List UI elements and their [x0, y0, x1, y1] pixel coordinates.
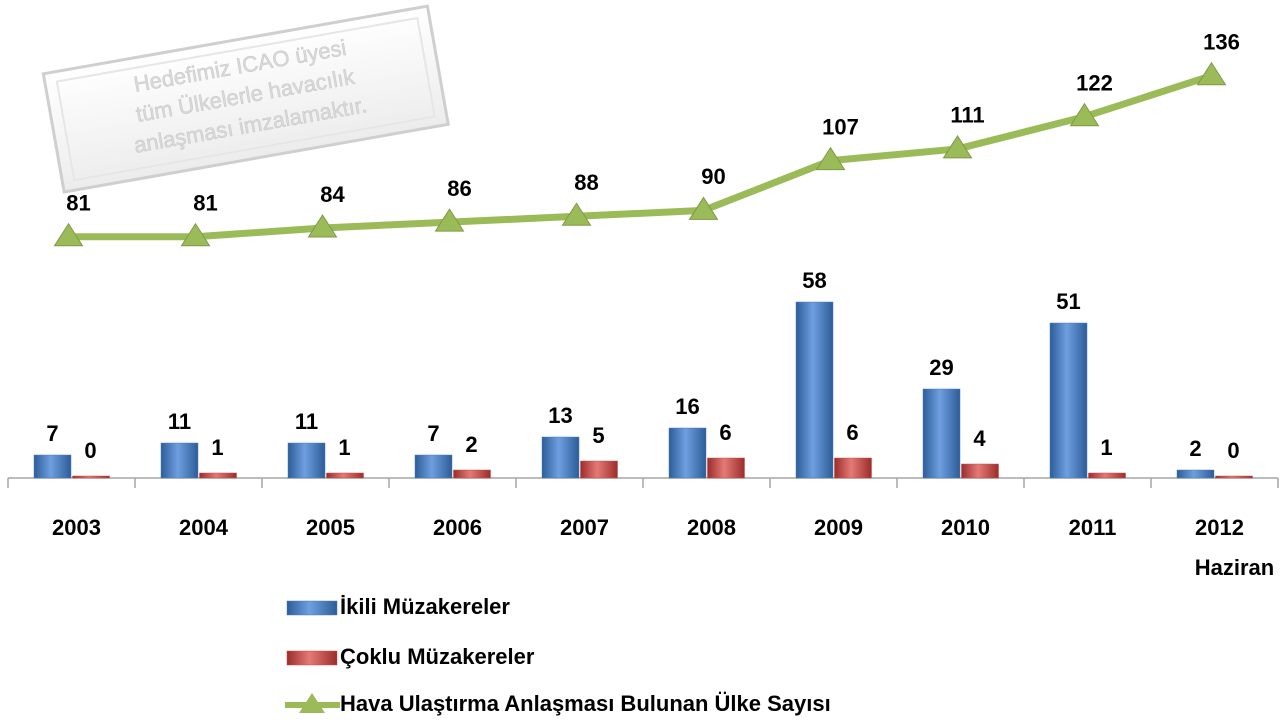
data-label: 81 — [193, 191, 217, 216]
bar — [669, 428, 706, 478]
bar — [288, 443, 325, 478]
bar — [581, 461, 618, 478]
x-tick-label: 2010 — [941, 515, 990, 540]
data-label: 86 — [447, 176, 471, 201]
x-tick-label: 2011 — [1069, 515, 1117, 540]
bar — [1089, 473, 1126, 478]
data-label: 5 — [592, 423, 604, 448]
x-tick-label: 2006 — [433, 515, 482, 540]
data-label: 58 — [802, 268, 826, 293]
bar — [542, 437, 579, 478]
x-tick-label: 2004 — [179, 515, 229, 540]
data-label: 122 — [1076, 71, 1113, 96]
x-tick-label: 2008 — [687, 515, 736, 540]
bar — [796, 302, 833, 478]
bar — [923, 389, 960, 478]
annotation-box: Hedefimiz ICAO üyesi tüm Ülkelerle havac… — [43, 6, 448, 192]
bar — [327, 473, 364, 478]
bar — [962, 464, 999, 478]
data-label: 16 — [675, 394, 699, 419]
legend-swatch — [287, 601, 337, 615]
data-label: 13 — [548, 403, 572, 428]
data-label: 0 — [1227, 438, 1239, 463]
data-label: 6 — [846, 420, 858, 445]
bar — [1177, 470, 1214, 478]
data-label: 11 — [168, 409, 191, 434]
data-label: 11 — [295, 409, 318, 434]
data-label: 107 — [822, 114, 859, 139]
chart: Hedefimiz ICAO üyesi tüm Ülkelerle havac… — [0, 0, 1285, 726]
data-label: 1 — [1100, 435, 1112, 460]
data-label: 136 — [1203, 30, 1240, 55]
bar — [1050, 323, 1087, 478]
x-tick-label: 2003 — [52, 515, 101, 540]
x-tick-label: 2005 — [306, 515, 355, 540]
data-label: 2 — [1189, 436, 1201, 461]
data-label: 1 — [211, 435, 223, 460]
data-label: 2 — [465, 432, 477, 457]
legend-label: Hava Ulaştırma Anlaşması Bulunan Ülke Sa… — [340, 691, 831, 716]
bar — [454, 470, 491, 478]
bar — [708, 458, 745, 478]
bar — [34, 455, 71, 478]
data-label: 0 — [84, 438, 96, 463]
line-marker — [1198, 63, 1226, 85]
data-label: 111 — [950, 103, 984, 128]
bar — [415, 455, 452, 478]
data-label: 7 — [427, 421, 439, 446]
legend-label: Çoklu Müzakereler — [340, 644, 535, 669]
data-label: 84 — [320, 182, 345, 207]
bar — [200, 473, 237, 478]
bar — [161, 443, 198, 478]
bar — [835, 458, 872, 478]
data-label: 90 — [701, 164, 725, 189]
bar — [1216, 476, 1253, 478]
data-label: 51 — [1056, 289, 1080, 314]
data-label: 81 — [66, 191, 90, 216]
x-tick-label: 2009 — [814, 515, 863, 540]
data-label: 6 — [719, 420, 731, 445]
data-label: 29 — [929, 355, 953, 380]
x-tick-label: 2007 — [560, 515, 609, 540]
data-label: 4 — [973, 426, 986, 451]
data-label: 88 — [574, 170, 598, 195]
data-label: 7 — [46, 421, 58, 446]
legend-label: İkili Müzakereler — [340, 594, 510, 619]
legend-swatch — [287, 651, 337, 665]
bar — [73, 476, 110, 478]
data-label: 1 — [338, 435, 350, 460]
